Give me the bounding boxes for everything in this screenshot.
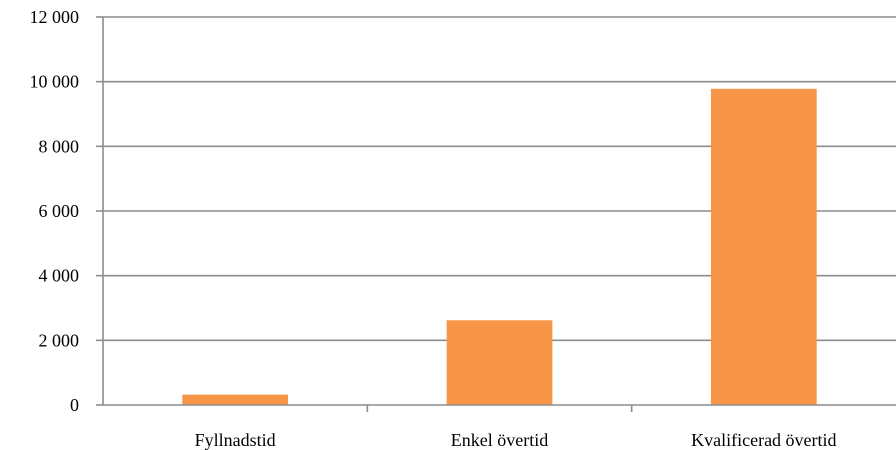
y-tick-label: 10 000 [30,72,80,92]
y-tick-label: 2 000 [39,330,80,350]
y-tick-label: 0 [70,395,79,415]
x-tick-label: Kvalificerad övertid [691,430,836,450]
y-tick-label: 4 000 [39,266,80,286]
axes [102,17,896,412]
y-tick-label: 12 000 [30,7,80,27]
y-tick-labels: 0 2 000 4 000 6 000 8 000 10 000 12 000 [30,7,80,415]
y-tick-label: 6 000 [39,201,80,221]
bars [182,88,817,405]
y-tick-label: 8 000 [39,136,80,156]
bar [710,88,817,405]
bar [446,320,553,405]
x-tick-label: Enkel övertid [451,430,548,450]
x-tick-labels: Fyllnadstid Enkel övertid Kvalificerad öve… [195,430,837,450]
x-tick-label: Fyllnadstid [195,430,276,450]
bar [182,394,289,405]
